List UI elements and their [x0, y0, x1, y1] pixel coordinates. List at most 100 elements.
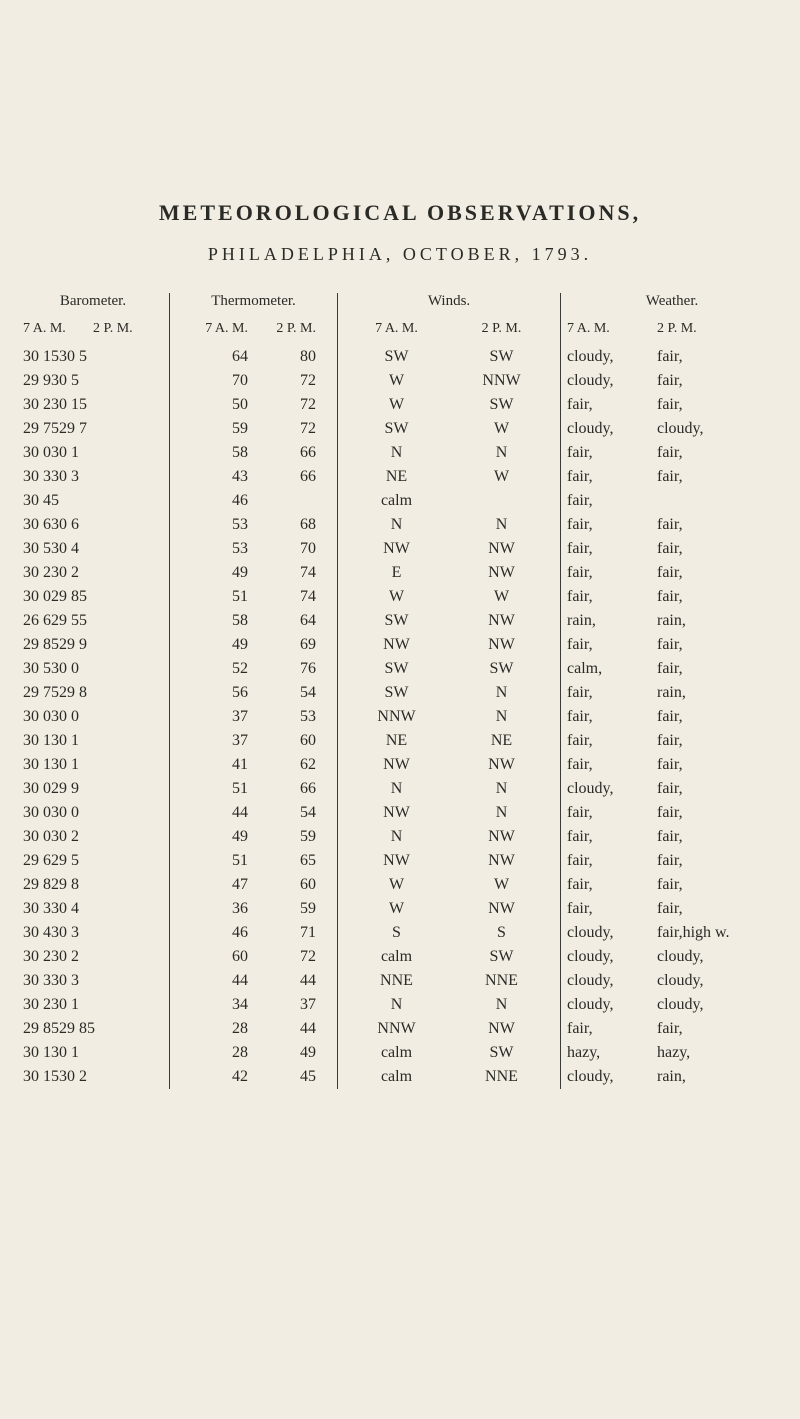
thermometer-pm-value: 37 — [256, 993, 316, 1017]
table-row: NENE — [344, 729, 554, 753]
weather-am-value: fair, — [567, 513, 657, 537]
barometer-pm-value: 30 3 — [51, 924, 79, 941]
weather-am-value: fair, — [567, 633, 657, 657]
thermometer-am-value: 46 — [176, 921, 256, 945]
table-row: WW — [344, 585, 554, 609]
table-row: SWNW — [344, 609, 554, 633]
winds-pm-value: NNW — [449, 369, 554, 393]
weather-am-value: cloudy, — [567, 369, 657, 393]
table-row: 4366 — [176, 465, 331, 489]
barometer-pm-value: 30 1 — [51, 1044, 79, 1061]
barometer-am-value: 30 1 — [23, 732, 51, 749]
table-row: 3760 — [176, 729, 331, 753]
table-row: 4454 — [176, 801, 331, 825]
subtitle: PHILADELPHIA, OCTOBER, 1793. — [0, 244, 800, 265]
thermometer-sub-am: 7 A. M. — [176, 321, 256, 339]
table-row: cloudy,cloudy, — [567, 417, 777, 441]
winds-sub-pm: 2 P. M. — [449, 321, 554, 339]
table-row: 4245 — [176, 1065, 331, 1089]
table-row: 26 629 55 — [23, 609, 163, 633]
table-row: 30 230 15 — [23, 393, 163, 417]
barometer-am-value: 30 5 — [23, 660, 51, 677]
barometer-pm-value: 30 0 — [51, 804, 79, 821]
barometer-am-value: 30 0 — [23, 780, 51, 797]
weather-pm-value: fair, — [657, 729, 777, 753]
winds-am-value: NE — [344, 465, 449, 489]
table-row: fair,fair, — [567, 873, 777, 897]
weather-am-value: fair, — [567, 681, 657, 705]
winds-pm-value: N — [449, 801, 554, 825]
barometer-pm-value: 30 3 — [51, 468, 79, 485]
weather-pm-value: fair, — [657, 1017, 777, 1041]
thermometer-am-value: 41 — [176, 753, 256, 777]
weather-am-value: fair, — [567, 537, 657, 561]
winds-pm-value: SW — [449, 945, 554, 969]
thermometer-am-value: 56 — [176, 681, 256, 705]
table-row: 5165 — [176, 849, 331, 873]
winds-rows: SWSWWNNWWSWSWWNNNEWcalmNNNWNWENWWWSWNWNW… — [344, 345, 554, 1089]
table-row: 5866 — [176, 441, 331, 465]
table-row: 30 230 1 — [23, 993, 163, 1017]
table-row: NN — [344, 441, 554, 465]
table-row: 4671 — [176, 921, 331, 945]
weather-am-value: fair, — [567, 897, 657, 921]
winds-pm-value: N — [449, 441, 554, 465]
thermometer-pm-value: 66 — [256, 441, 316, 465]
table-row: fair,fair, — [567, 393, 777, 417]
barometer-am-value: 30 3 — [23, 900, 51, 917]
table-row: fair,fair, — [567, 1017, 777, 1041]
winds-pm-value: SW — [449, 345, 554, 369]
thermometer-pm-value: 60 — [256, 873, 316, 897]
weather-column: Weather. 7 A. M. 2 P. M. cloudy,fair,clo… — [567, 293, 777, 1089]
table-row: 30 130 1 — [23, 1041, 163, 1065]
table-row: 5864 — [176, 609, 331, 633]
barometer-pm-value: 29 5 — [51, 852, 79, 869]
barometer-pm-value: 30 1 — [51, 444, 79, 461]
winds-pm-value: W — [449, 873, 554, 897]
table-row: 30 1530 5 — [23, 345, 163, 369]
barometer-pm-value: 29 8 — [51, 876, 79, 893]
winds-am-value: SW — [344, 681, 449, 705]
winds-pm-value: NW — [449, 849, 554, 873]
thermometer-pm-value: 76 — [256, 657, 316, 681]
barometer-pm-value: 30 1 — [51, 756, 79, 773]
thermometer-am-value: 58 — [176, 441, 256, 465]
winds-subheader: 7 A. M. 2 P. M. — [344, 321, 554, 339]
barometer-am-value: 30 15 — [23, 1068, 59, 1085]
table-row: fair,fair, — [567, 729, 777, 753]
thermometer-am-value: 28 — [176, 1041, 256, 1065]
winds-am-value: SW — [344, 657, 449, 681]
weather-am-value: fair, — [567, 585, 657, 609]
table-row: 30 330 3 — [23, 969, 163, 993]
winds-column: Winds. 7 A. M. 2 P. M. SWSWWNNWWSWSWWNNN… — [344, 293, 554, 1089]
barometer-am-value: 30 1 — [23, 1044, 51, 1061]
table-row: fair,fair, — [567, 537, 777, 561]
table-row: calm,fair, — [567, 657, 777, 681]
weather-am-value: fair, — [567, 873, 657, 897]
table-row: calm — [344, 489, 554, 513]
thermometer-pm-value: 44 — [256, 1017, 316, 1041]
weather-pm-value: cloudy, — [657, 417, 777, 441]
weather-pm-value: fair, — [657, 657, 777, 681]
weather-rows: cloudy,fair,cloudy,fair,fair,fair,cloudy… — [567, 345, 777, 1089]
thermometer-am-value: 34 — [176, 993, 256, 1017]
weather-pm-value: fair, — [657, 777, 777, 801]
table-row: fair, — [567, 489, 777, 513]
table-row: 3659 — [176, 897, 331, 921]
thermometer-am-value: 64 — [176, 345, 256, 369]
winds-pm-value: NW — [449, 609, 554, 633]
weather-am-value: cloudy, — [567, 945, 657, 969]
weather-am-value: fair, — [567, 825, 657, 849]
winds-pm-value: W — [449, 465, 554, 489]
barometer-subheader: 7 A. M. 2 P. M. — [23, 321, 163, 339]
winds-am-value: W — [344, 369, 449, 393]
thermometer-pm-value: 72 — [256, 417, 316, 441]
barometer-pm-value: 30 2 — [59, 1068, 87, 1085]
weather-am-value: fair, — [567, 1017, 657, 1041]
table-row: 4974 — [176, 561, 331, 585]
table-row: 30 530 0 — [23, 657, 163, 681]
table-row: NN — [344, 993, 554, 1017]
barometer-am-value: 30 0 — [23, 588, 51, 605]
barometer-am-value: 30 4 — [23, 924, 51, 941]
thermometer-pm-value: 72 — [256, 393, 316, 417]
